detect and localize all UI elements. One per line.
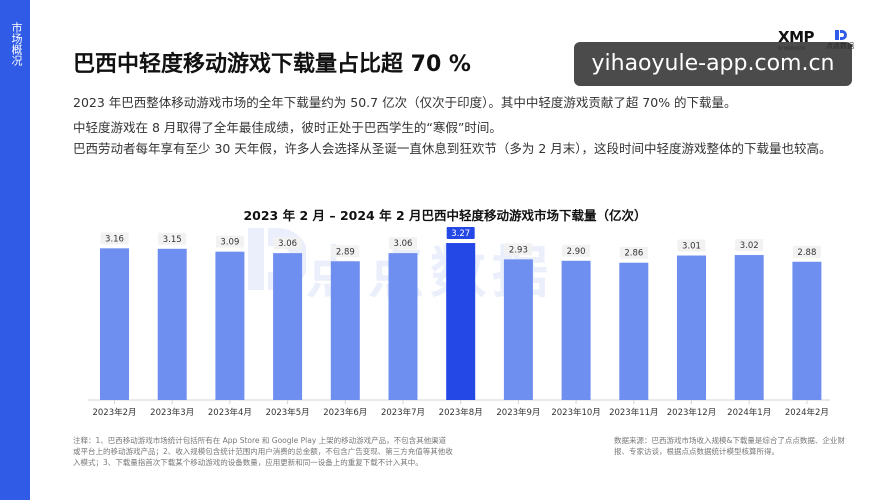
bar bbox=[330, 261, 360, 400]
bar bbox=[619, 262, 649, 400]
x-tick-label: 2023年9月 bbox=[496, 407, 540, 418]
data-label-box bbox=[619, 246, 648, 259]
bar bbox=[100, 248, 129, 400]
bar bbox=[388, 253, 418, 400]
data-label: 3.16 bbox=[105, 234, 124, 244]
data-label-box bbox=[273, 237, 302, 250]
data-label-box bbox=[504, 243, 533, 256]
xmp-logo-text: XMP bbox=[778, 28, 815, 46]
page-title: 巴西中轻度移动游戏下载量占比超 70 % bbox=[73, 52, 471, 77]
x-tick-label: 2024年1月 bbox=[727, 407, 771, 418]
x-tick-label: 2023年6月 bbox=[323, 407, 367, 418]
data-label: 2.88 bbox=[797, 248, 816, 258]
data-label: 3.27 bbox=[451, 229, 470, 239]
data-label-box bbox=[100, 232, 129, 245]
diandian-logo-icon bbox=[835, 30, 847, 40]
data-label-box bbox=[331, 245, 360, 258]
data-label-box bbox=[792, 245, 821, 258]
data-label: 3.06 bbox=[394, 239, 413, 249]
paragraph-2: 中轻度游戏在 8 月取得了全年最佳成绩，彼时正处于巴西学生的“寒假”时间。 bbox=[73, 120, 502, 135]
bar bbox=[215, 251, 245, 400]
paragraph-3: 巴西劳动者每年享有至少 30 天年假，许多人会选择从圣诞一直休息到狂欢节（多为 … bbox=[73, 141, 832, 156]
bar bbox=[677, 255, 706, 400]
data-label: 2.89 bbox=[336, 247, 355, 257]
data-label-box bbox=[677, 239, 706, 252]
data-label: 3.15 bbox=[163, 235, 182, 245]
watermark-url: yihaoyule-app.com.cn bbox=[574, 42, 852, 86]
x-tick-label: 2023年12月 bbox=[667, 407, 716, 418]
data-label-box bbox=[158, 232, 187, 245]
bar bbox=[157, 248, 187, 400]
x-tick-label: 2023年11月 bbox=[609, 407, 658, 418]
chart-title: 2023 年 2 月 – 2024 年 2 月巴西中轻度移动游戏市场下载量（亿次… bbox=[243, 208, 647, 223]
data-label-box bbox=[446, 227, 475, 240]
data-label: 2.86 bbox=[624, 249, 643, 259]
x-tick-label: 2023年3月 bbox=[150, 407, 194, 418]
bar bbox=[503, 259, 533, 400]
bar bbox=[561, 260, 591, 400]
data-label: 2.93 bbox=[509, 245, 528, 255]
data-label: 3.06 bbox=[278, 239, 297, 249]
sidebar-label: 市场概况 bbox=[10, 22, 23, 66]
data-source: 数据来源：巴西游戏市场收入规模&下载量是综合了点点数据、企业财报、专家访谈，根据… bbox=[614, 436, 845, 456]
data-label: 3.01 bbox=[682, 242, 701, 252]
data-label-box bbox=[389, 237, 417, 250]
data-label-box bbox=[215, 235, 244, 248]
data-label: 2.90 bbox=[567, 247, 586, 257]
data-label: 3.02 bbox=[740, 241, 759, 251]
x-tick-label: 2024年2月 bbox=[785, 407, 829, 418]
x-tick-label: 2023年4月 bbox=[208, 407, 252, 418]
section-sidebar: 市场概况 bbox=[0, 0, 30, 500]
bar bbox=[446, 243, 476, 400]
paragraph-1: 2023 年巴西整体移动游戏市场的全年下载量约为 50.7 亿次（仅次于印度）。… bbox=[73, 95, 737, 110]
footnote: 注释：1、巴西移动游戏市场统计包括所有在 App Store 和 Google … bbox=[73, 436, 453, 467]
data-label: 3.09 bbox=[220, 238, 239, 248]
data-label-box bbox=[735, 239, 764, 252]
bar bbox=[734, 255, 764, 400]
data-label-box bbox=[562, 244, 591, 257]
x-tick-label: 2023年8月 bbox=[439, 407, 483, 418]
x-tick-label: 2023年7月 bbox=[381, 407, 425, 418]
x-tick-label: 2023年2月 bbox=[92, 407, 136, 418]
bar bbox=[273, 253, 303, 400]
bar bbox=[792, 261, 822, 400]
x-tick-label: 2023年10月 bbox=[551, 407, 600, 418]
x-tick-label: 2023年5月 bbox=[266, 407, 310, 418]
